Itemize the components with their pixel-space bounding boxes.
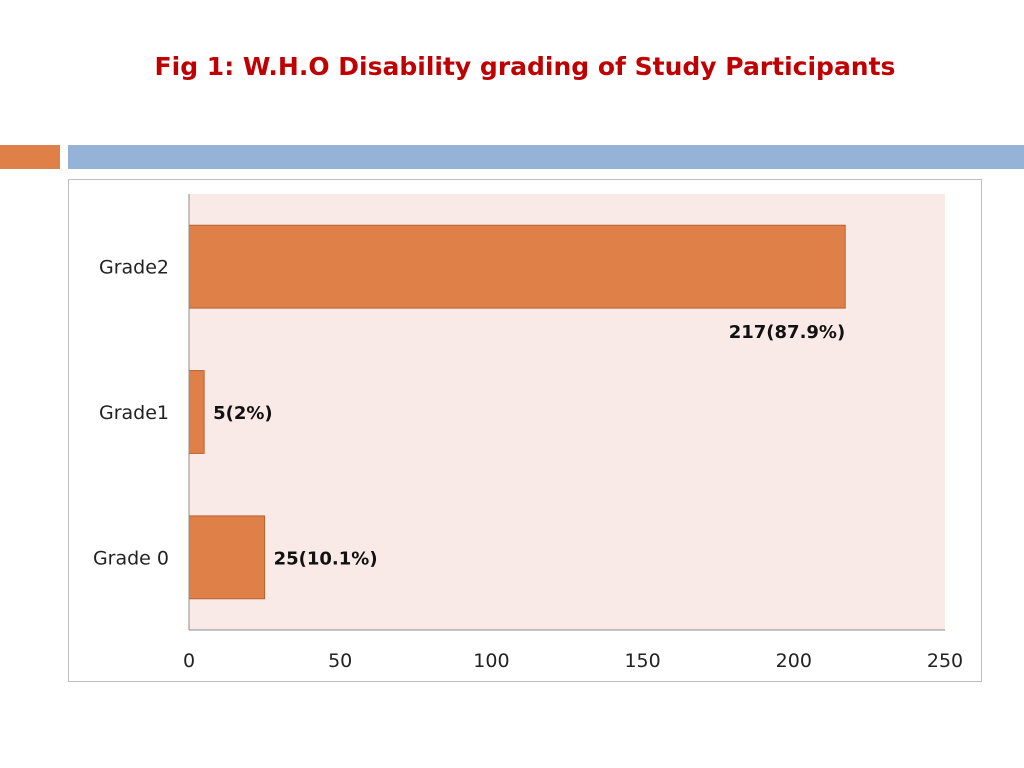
bar-2 [188, 515, 266, 600]
x-tick-label-0: 0 [183, 650, 195, 672]
data-label-2: 25(10.1%) [274, 548, 378, 569]
x-tick-label-4: 200 [776, 650, 812, 672]
bar-0 [188, 224, 846, 309]
category-label-1: Grade1 [99, 402, 169, 424]
slide-title: Fig 1: W.H.O Disability grading of Study… [154, 52, 896, 81]
data-label-1: 5(2%) [213, 403, 273, 424]
data-label-0: 217(87.9%) [729, 322, 845, 343]
x-tick-label-5: 250 [927, 650, 963, 672]
bar-1 [188, 370, 205, 454]
category-label-2: Grade 0 [93, 547, 169, 569]
x-tick-label-3: 150 [624, 650, 660, 672]
x-tick-label-2: 100 [473, 650, 509, 672]
accent-bar-orange [0, 145, 60, 169]
accent-bar-blue [68, 145, 1024, 169]
category-label-0: Grade2 [99, 257, 169, 279]
x-tick-label-1: 50 [328, 650, 352, 672]
